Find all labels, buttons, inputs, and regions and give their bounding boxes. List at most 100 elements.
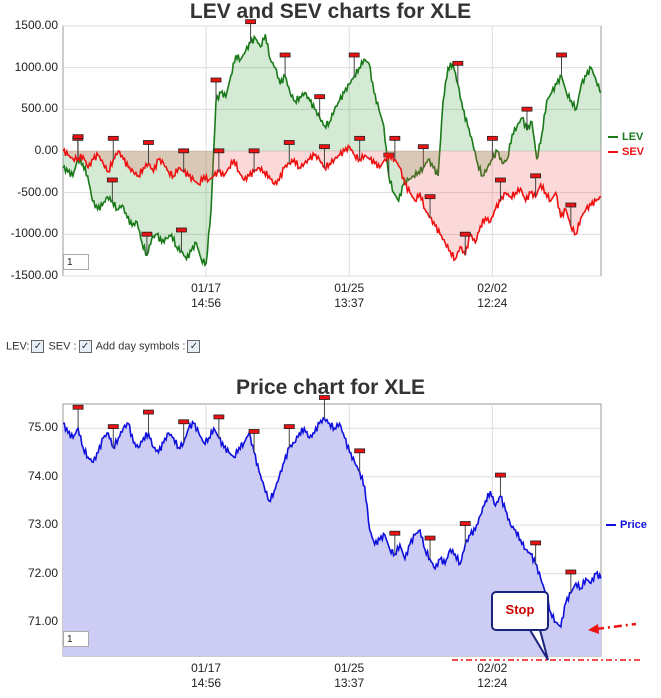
- day-symbol-flag: [389, 135, 401, 141]
- y-tick-label: -500.00: [17, 184, 58, 199]
- x-tick-date: 01/17: [191, 661, 222, 675]
- day-symbol-flag: [178, 148, 190, 154]
- day-symbol-flag: [417, 144, 429, 150]
- series-area-lev: [63, 34, 601, 264]
- day-symbol-flag: [213, 148, 225, 154]
- day-symbol-flag: [210, 77, 222, 83]
- day-symbol-flag: [354, 448, 366, 454]
- sev-checkbox-label: SEV :: [48, 340, 77, 353]
- stop-arrow-head: [588, 624, 599, 634]
- day-symbol-flag: [487, 135, 498, 141]
- x-tick-time: 13:37: [334, 676, 365, 690]
- day-symbol-flag: [283, 140, 295, 145]
- legend-price[interactable]: Price: [606, 519, 647, 531]
- y-tick-label: 1500.00: [14, 18, 58, 32]
- x-tick-label: 01/25 13:37: [309, 661, 389, 691]
- stop-callout-pointer: [528, 629, 549, 661]
- day-symbol-flag: [143, 140, 154, 145]
- y-tick-label: 1000.00: [14, 59, 58, 74]
- series-line-lev: [62, 34, 602, 268]
- legend-sev-label: SEV: [622, 146, 645, 158]
- lev-checkbox-label: LEV:: [6, 340, 30, 353]
- legend-sev-swatch: [608, 151, 618, 154]
- series-area-sev: [63, 146, 601, 260]
- day-symbol-flag: [176, 227, 187, 233]
- day-symbol-flag: [107, 135, 119, 141]
- y-tick-label: 72.00: [27, 565, 58, 580]
- x-tick-time: 14:56: [191, 676, 222, 690]
- x-tick-label: 01/17 14:56: [166, 281, 246, 311]
- lev-checkbox[interactable]: ✓: [31, 340, 45, 353]
- day-symbol-flag: [565, 202, 577, 208]
- x-tick-label: 02/02 12:24: [452, 281, 532, 311]
- day-symbols-checkbox-label: Add day symbols :: [95, 340, 186, 353]
- x-tick-time: 14:56: [191, 296, 222, 310]
- y-tick-label: -1500.00: [10, 268, 58, 282]
- x-tick-time: 12:24: [477, 296, 508, 310]
- lev-sev-chart-title: LEV and SEV charts for XLE: [189, 0, 472, 23]
- day-symbol-flag: [248, 148, 260, 154]
- x-tick-time: 13:37: [334, 296, 365, 310]
- x-tick-date: 01/17: [191, 281, 222, 295]
- x-tick-date: 01/25: [334, 281, 365, 295]
- legend-price-label: Price: [620, 519, 647, 531]
- day-symbol-flag: [354, 135, 366, 141]
- day-symbol-flag: [424, 194, 436, 200]
- day-symbol-flag: [521, 106, 533, 112]
- day-symbol-flag: [213, 414, 225, 420]
- day-symbol-flag: [72, 134, 84, 140]
- y-tick-label: 500.00: [21, 101, 58, 116]
- day-symbol-flag: [245, 19, 256, 25]
- chart-controls: LEV: ✓ SEV : ✓ Add day symbols : ✓: [6, 340, 204, 353]
- day-symbol-flag: [495, 177, 506, 183]
- day-symbol-flag: [72, 404, 84, 410]
- stop-callout-box: [491, 591, 549, 631]
- series-line-price: [62, 416, 602, 629]
- day-symbol-flag: [530, 173, 542, 179]
- day-symbol-flag: [459, 231, 471, 237]
- day-symbol-flag: [495, 472, 506, 478]
- x-tick-label: 01/17 14:56: [166, 661, 246, 691]
- day-symbol-flag: [556, 52, 567, 58]
- day-symbol-flag: [565, 569, 577, 575]
- stop-arrow-shaft: [595, 622, 637, 631]
- legend-price-swatch: [606, 524, 616, 527]
- x-tick-time: 12:24: [477, 676, 508, 690]
- lev-sev-zoom-input[interactable]: 1: [63, 254, 89, 270]
- legend-lev-swatch: [608, 136, 618, 139]
- day-symbol-flag: [106, 177, 118, 183]
- day-symbol-flag: [319, 395, 330, 400]
- day-symbol-flag: [141, 231, 153, 237]
- series-area-price: [63, 418, 601, 656]
- series-line-sev: [62, 144, 602, 262]
- day-symbol-flag: [452, 60, 464, 66]
- day-symbol-flag: [178, 419, 190, 425]
- x-tick-date: 02/02: [477, 281, 508, 295]
- y-tick-label: 71.00: [27, 614, 58, 629]
- x-tick-date: 01/25: [334, 661, 365, 675]
- day-symbol-flag: [459, 521, 471, 526]
- day-symbol-flag: [348, 52, 360, 58]
- sev-checkbox[interactable]: ✓: [78, 340, 92, 353]
- y-tick-label: 73.00: [27, 517, 58, 532]
- day-symbol-flag: [143, 409, 154, 415]
- day-symbol-flag: [389, 530, 401, 536]
- stop-annotation: Stop: [505, 602, 535, 617]
- x-tick-date: 02/02: [477, 661, 508, 675]
- legend-lev-label: LEV: [622, 131, 644, 143]
- y-tick-label: -1000.00: [10, 226, 58, 241]
- day-symbol-flag: [248, 429, 260, 434]
- legend-lev[interactable]: LEV: [608, 131, 643, 143]
- price-zoom-input[interactable]: 1: [63, 631, 89, 647]
- day-symbol-flag: [319, 144, 330, 150]
- legend-sev[interactable]: SEV: [608, 146, 644, 158]
- day-symbol-flag: [314, 94, 326, 100]
- x-tick-label: 01/25 13:37: [309, 281, 389, 311]
- y-tick-label: 0.00: [34, 143, 58, 157]
- day-symbols-checkbox[interactable]: ✓: [187, 340, 201, 353]
- y-tick-label: 75.00: [27, 420, 58, 435]
- lev-sev-chart: [62, 19, 602, 277]
- x-tick-label: 02/02 12:24: [452, 661, 532, 691]
- y-tick-label: 74.00: [27, 468, 58, 483]
